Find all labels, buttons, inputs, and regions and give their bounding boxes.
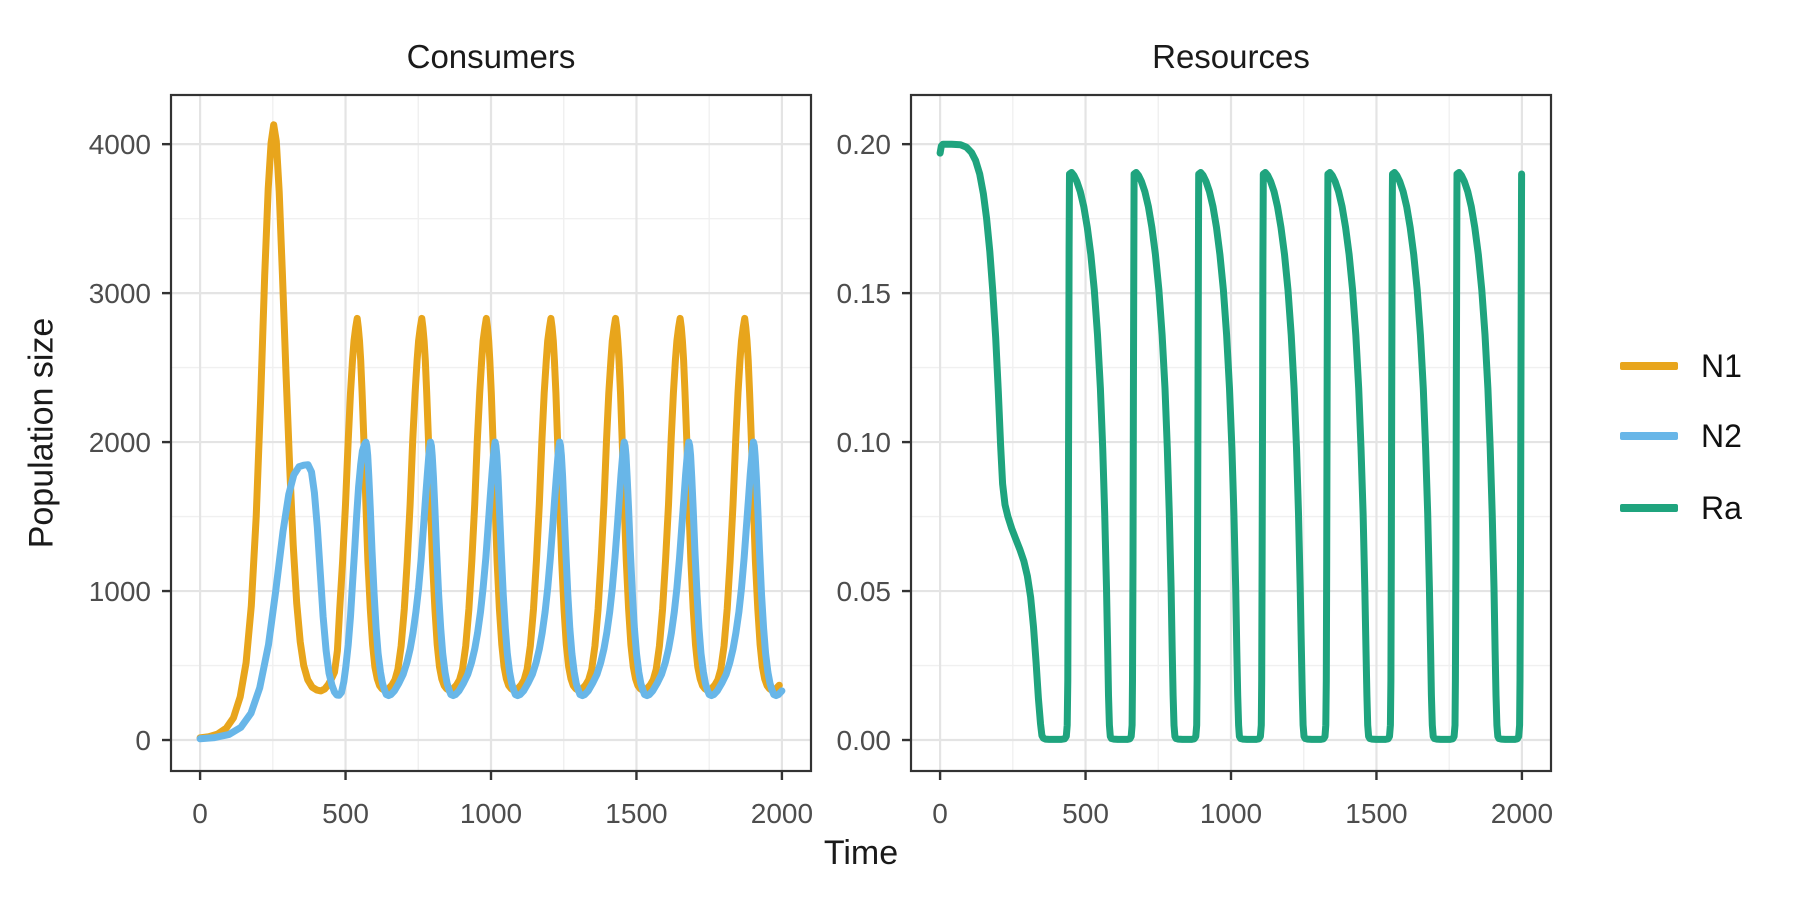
series-line-n1 (196, 121, 783, 742)
x-tick-label: 500 (1062, 798, 1109, 829)
y-tick-label: 1000 (89, 576, 151, 607)
series-line-n2 (196, 438, 786, 743)
x-tick-label: 500 (322, 798, 369, 829)
y-tick-label: 2000 (89, 427, 151, 458)
x-tick-label: 2000 (1491, 798, 1553, 829)
series-line-ra (936, 140, 1526, 743)
y-tick-label: 0.10 (837, 427, 892, 458)
panel-title-consumers: Consumers (406, 38, 576, 75)
y-tick-label: 0.05 (837, 576, 892, 607)
legend-label-n2: N2 (1701, 417, 1742, 454)
legend-entry-ra: Ra (1620, 489, 1742, 526)
x-tick-label: 0 (932, 798, 948, 829)
panel-title-resources: Resources (1152, 38, 1310, 75)
legend-key-line-n1 (1620, 362, 1678, 370)
legend-label-ra: Ra (1701, 489, 1742, 526)
x-tick-label: 1000 (460, 798, 522, 829)
legend-key-line-ra (1620, 504, 1678, 512)
panel-consumers: 0 500 1000 1500 2000 0 1000 2000 3000 4000 (89, 93, 813, 829)
x-tick-label: 1000 (1200, 798, 1262, 829)
panel-resources: 0 500 1000 1500 2000 0.00 0.05 0.10 0.15 0.20 (837, 93, 1553, 829)
y-axis-title: Population size (22, 317, 61, 549)
legend-entry-n1: N1 (1620, 347, 1742, 384)
legend-entry-n2: N2 (1620, 417, 1742, 454)
y-tick-label: 0.15 (837, 278, 892, 309)
legend-key-line-n2 (1620, 432, 1678, 440)
x-tick-label: 0 (192, 798, 208, 829)
x-axis-title: Time (823, 834, 899, 872)
x-tick-label: 2000 (751, 798, 813, 829)
y-tick-label: 0.00 (837, 725, 892, 756)
y-tick-label: 3000 (89, 278, 151, 309)
x-tick-label: 1500 (605, 798, 667, 829)
y-tick-label: 4000 (89, 129, 151, 160)
legend-label-n1: N1 (1701, 347, 1742, 384)
y-tick-label: 0.20 (837, 129, 892, 160)
x-tick-label: 1500 (1345, 798, 1407, 829)
y-tick-label: 0 (135, 725, 151, 756)
